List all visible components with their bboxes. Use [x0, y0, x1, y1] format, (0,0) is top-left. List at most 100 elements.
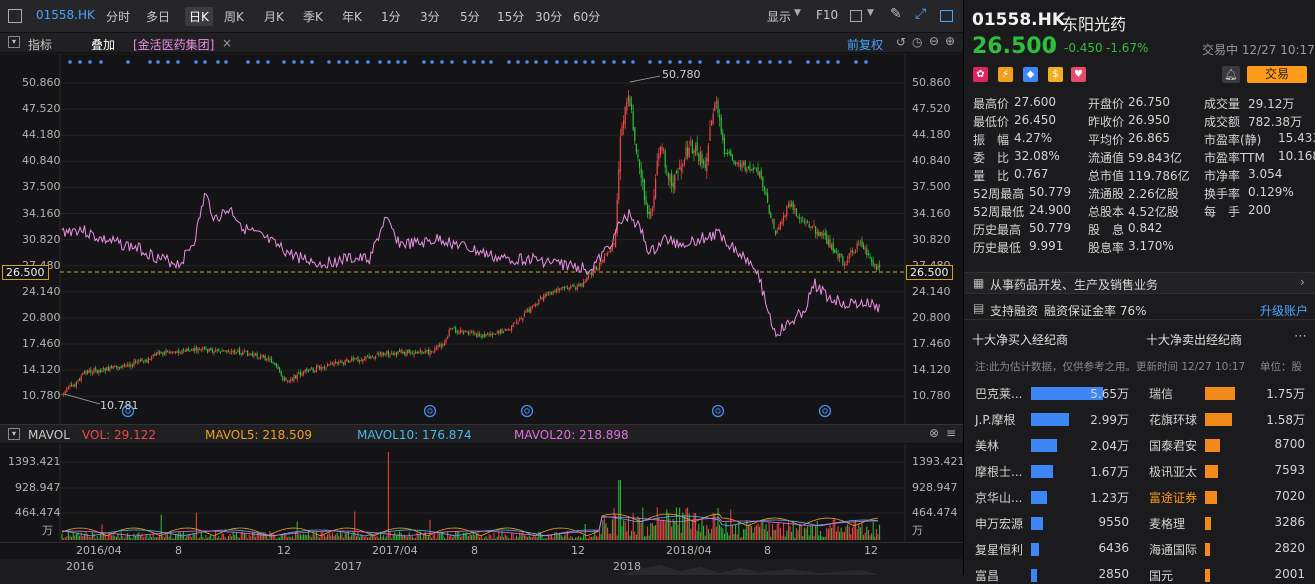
sell-broker-name[interactable]: 国元 — [1149, 569, 1174, 583]
menu-icon[interactable]: ≡ — [946, 426, 957, 440]
flash-icon[interactable]: ⚡ — [998, 67, 1013, 82]
hk-flag-icon[interactable]: ✿ — [973, 67, 988, 82]
sidebar-toggle-icon[interactable] — [8, 9, 22, 23]
period-tab[interactable]: 30分 — [535, 10, 563, 24]
buy-broker-name[interactable]: J.P.摩根 — [975, 413, 1016, 427]
low-marker: 10.781 — [100, 399, 139, 412]
broker-unit: 单位：股 — [1260, 361, 1302, 373]
sell-volume-bar — [1205, 413, 1232, 426]
business-row[interactable]: ▦ 从事药品开发、生产及销售业务 › — [964, 272, 1315, 294]
buy-broker-name[interactable]: 富昌 — [975, 569, 1000, 583]
stat-value: 4.27% — [1014, 131, 1053, 145]
y-tick: 47.520 — [22, 102, 61, 116]
sell-broker-name[interactable]: 麦格理 — [1149, 517, 1186, 531]
period-tab[interactable]: 3分 — [420, 10, 440, 24]
period-tab[interactable]: 15分 — [497, 10, 525, 24]
indicator-tab[interactable]: 指标 — [28, 38, 53, 52]
margin-ratio: 融资保证金率 76% — [1044, 304, 1147, 318]
stat-value: 26.865 — [1128, 131, 1170, 145]
chevron-down-icon[interactable]: ▼ — [794, 8, 801, 18]
price-change: -0.450 — [1064, 41, 1103, 55]
volume-indicator-bar: ▾ MAVOL VOL: 29.122 MAVOL5: 218.509 MAVO… — [0, 424, 963, 444]
stat-label: 平均价 — [1088, 133, 1125, 147]
more-icon[interactable]: ⋯ — [1294, 329, 1307, 344]
window-icon[interactable] — [940, 10, 953, 22]
settings-icon[interactable]: ⊗ — [929, 426, 940, 440]
stat-label: 总市值 — [1088, 169, 1125, 183]
period-tab[interactable]: 周K — [224, 10, 244, 24]
buy-broker-value: 2850 — [1098, 567, 1129, 581]
sell-broker-name[interactable]: 花旗环球 — [1149, 413, 1198, 427]
checkbox-icon[interactable] — [850, 10, 862, 22]
overlay-item[interactable]: [金活医药集团] — [133, 38, 215, 52]
high-marker: 50.780 — [662, 68, 701, 81]
period-tab[interactable]: 60分 — [573, 10, 601, 24]
stat-value: 50.779 — [1029, 221, 1071, 235]
upgrade-account-link[interactable]: 升级账户 — [1260, 304, 1309, 318]
stat-label: 振 幅 — [973, 133, 1010, 147]
heart-icon[interactable]: ♥ — [1071, 67, 1086, 82]
x-tick: 8 — [175, 544, 182, 557]
trade-button[interactable]: 交易 — [1247, 66, 1307, 83]
dollar-icon[interactable]: $ — [1048, 67, 1063, 82]
expand-icon[interactable]: ⤢ — [915, 6, 927, 22]
buy-broker-name[interactable]: 复星恒利 — [975, 543, 1024, 557]
restore-menu[interactable]: 前复权 — [847, 38, 884, 52]
stat-label: 每 手 — [1204, 205, 1241, 219]
period-tab[interactable]: 5分 — [460, 10, 480, 24]
year-axis-shading — [620, 565, 880, 575]
buy-broker-name[interactable]: 巴克莱... — [975, 387, 1023, 401]
stat-value: 26.950 — [1128, 113, 1170, 127]
down-arrow-icon: ⬇ — [1046, 38, 1059, 56]
volume-name[interactable]: MAVOL — [28, 428, 70, 442]
sell-broker-name[interactable]: 极讯亚太 — [1149, 465, 1198, 479]
price-chart-svg — [59, 54, 906, 424]
collapse-icon[interactable]: ▾ — [8, 428, 20, 440]
undo-icon[interactable]: ↺ — [896, 35, 907, 49]
period-tab[interactable]: 多日 — [146, 10, 171, 24]
sell-broker-name[interactable]: 富途证券 — [1149, 491, 1198, 505]
period-tab[interactable]: 年K — [342, 10, 362, 24]
minus-icon[interactable]: ⊖ — [929, 34, 940, 48]
period-tab[interactable]: 月K — [264, 10, 284, 24]
sell-broker-name[interactable]: 国泰君安 — [1149, 439, 1198, 453]
period-tab[interactable]: 日K — [185, 7, 213, 26]
stat-label: 52周最低 — [973, 205, 1025, 219]
y-tick: 20.800 — [22, 310, 61, 324]
y-tick: 44.180 — [912, 128, 951, 142]
period-tab[interactable]: 分时 — [106, 10, 131, 24]
buy-broker-name[interactable]: 摩根士... — [975, 465, 1023, 479]
sell-broker-value: 1.58万 — [1266, 413, 1305, 427]
y-tick: 17.460 — [912, 337, 951, 350]
buy-broker-name[interactable]: 申万宏源 — [975, 517, 1024, 531]
plus-icon[interactable]: ⊕ — [945, 34, 956, 48]
close-icon[interactable]: × — [222, 36, 233, 50]
collapse-icon[interactable]: ▾ — [8, 36, 20, 48]
stat-value: 3.170% — [1128, 239, 1174, 253]
y-tick: 44.180 — [22, 128, 61, 142]
y-tick: 37.500 — [912, 180, 951, 194]
buy-broker-value: 1.23万 — [1090, 491, 1129, 505]
symbol-label[interactable]: 01558.HK — [36, 8, 95, 22]
period-tab[interactable]: 季K — [303, 10, 323, 24]
overlay-tab[interactable]: 叠加 — [91, 38, 116, 52]
sell-broker-name[interactable]: 海通国际 — [1149, 543, 1198, 557]
y-tick: 30.820 — [912, 232, 951, 246]
candlestick-chart[interactable]: 50.860 50.860 47.520 47.520 44.180 44.180 40.8… — [0, 54, 963, 424]
period-tab[interactable]: 1分 — [381, 10, 401, 24]
stat-value: 59.843亿 — [1128, 151, 1182, 165]
buy-broker-name[interactable]: 美林 — [975, 439, 1000, 453]
sell-broker-value: 2820 — [1274, 541, 1305, 555]
tag-icon[interactable]: ◆ — [1023, 67, 1038, 82]
sell-broker-name[interactable]: 瑞信 — [1149, 387, 1174, 401]
pen-icon[interactable]: ✎ — [890, 6, 902, 22]
reload-icon[interactable]: ◷ — [912, 35, 923, 49]
display-menu[interactable]: 显示 — [767, 10, 792, 24]
volume-chart[interactable]: 1393.421 928.947 464.474 万 1393.421 928.… — [0, 444, 965, 542]
x-tick: 2017/04 — [372, 544, 418, 557]
bell-icon[interactable]: 🔔︎ — [1222, 66, 1240, 83]
buy-broker-name[interactable]: 京华山... — [975, 491, 1023, 505]
mavol5-value: MAVOL5: 218.509 — [205, 428, 313, 442]
chevron-down-icon[interactable]: ▼ — [867, 8, 874, 18]
f10-button[interactable]: F10 — [816, 8, 839, 22]
